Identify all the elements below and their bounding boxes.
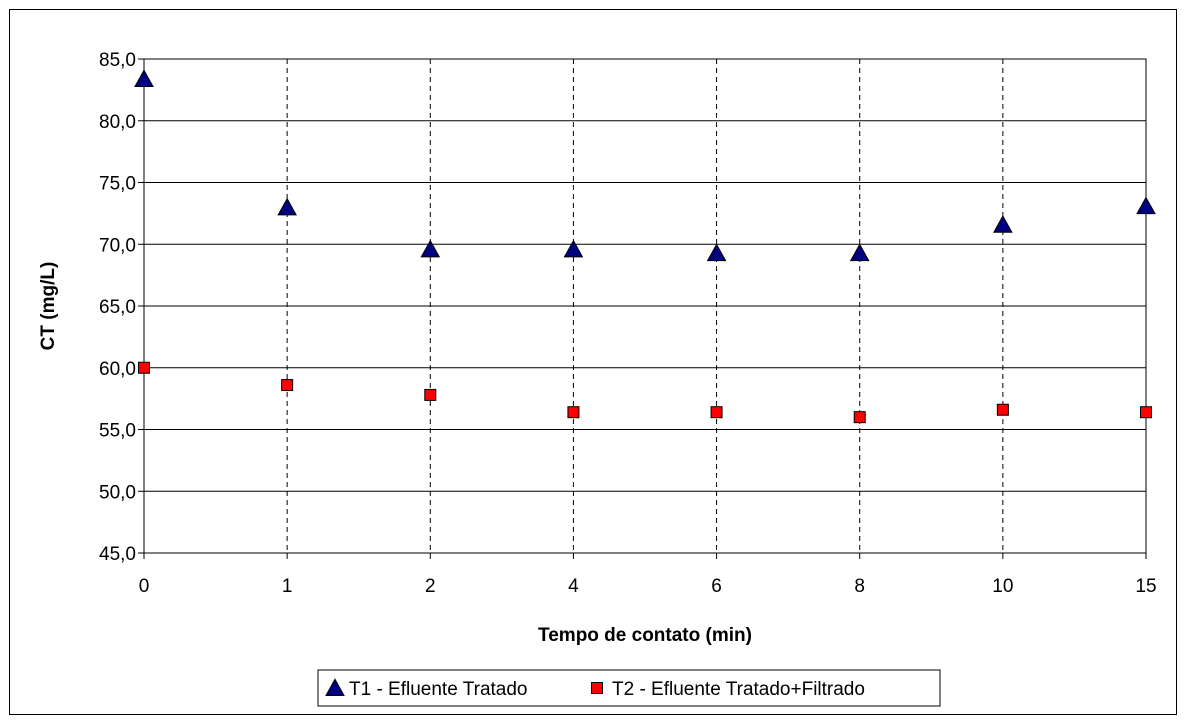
- y-axis-title: CT (mg/L): [38, 262, 59, 351]
- legend-marker-series-1: [325, 678, 345, 696]
- series-1-point: [563, 239, 584, 258]
- series-2-point: [424, 388, 437, 401]
- series-1-point: [849, 243, 870, 262]
- x-tick-label: 4: [568, 576, 579, 597]
- series-2-point: [996, 403, 1009, 416]
- labels-layer: 45,0 50,0 55,0 60,0 65,0 70,0 75,0 80,0 85,0 0 1 2 4…: [99, 50, 1157, 597]
- x-tick-label: 1: [282, 576, 293, 597]
- series-2-point: [853, 411, 866, 424]
- y-tick-label: 45,0: [99, 544, 136, 565]
- legend-label-series-2: T2 - Efluente Tratado+Filtrado: [612, 679, 865, 700]
- series-2-point: [138, 361, 150, 374]
- legend: T1 - Efluente Tratado T2 - Efluente Trata…: [317, 669, 941, 707]
- series-1-point: [993, 214, 1013, 233]
- x-tick-label: 15: [1135, 576, 1156, 597]
- series-1-point: [706, 243, 727, 262]
- chart-frame: [9, 9, 1177, 715]
- y-tick-label: 75,0: [99, 174, 136, 195]
- marks-layer: [134, 69, 1156, 424]
- y-tick-label: 55,0: [99, 421, 136, 442]
- x-axis-title: Tempo de contato (min): [538, 625, 752, 646]
- grid-layer: [138, 58, 1147, 559]
- legend-marker-series-2: [591, 682, 603, 694]
- x-tick-label: 2: [425, 576, 436, 597]
- x-tick-label: 8: [854, 576, 865, 597]
- x-tick-label: 6: [711, 576, 722, 597]
- series-2-point: [567, 406, 580, 419]
- series-2-point: [281, 379, 294, 392]
- x-tick-label: 0: [139, 576, 150, 597]
- y-tick-label: 80,0: [99, 112, 136, 133]
- y-tick-label: 50,0: [99, 482, 136, 503]
- y-tick-label: 60,0: [99, 359, 136, 380]
- y-tick-label: 65,0: [99, 297, 136, 318]
- plot-area-border: [143, 58, 1147, 554]
- series-2-point: [1140, 406, 1152, 419]
- x-tick-label: 10: [992, 576, 1013, 597]
- series-1-point: [134, 69, 154, 87]
- series-1-point: [277, 197, 297, 216]
- series-2-point: [710, 406, 723, 419]
- y-tick-label: 70,0: [99, 235, 136, 256]
- legend-box: [317, 669, 941, 707]
- y-tick-label: 85,0: [99, 50, 136, 71]
- legend-label-series-1: T1 - Efluente Tratado: [349, 679, 528, 700]
- series-1-point: [420, 239, 441, 258]
- series-1-point: [1136, 196, 1156, 215]
